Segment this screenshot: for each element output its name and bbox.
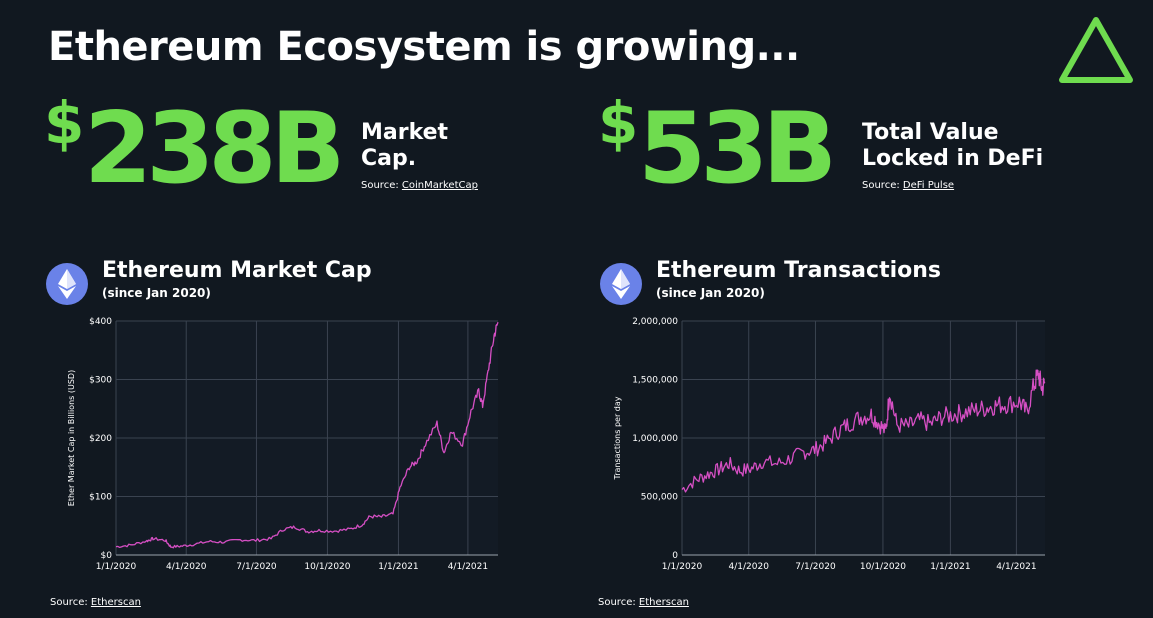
defi-tvl-source-prefix: Source: xyxy=(862,180,903,191)
y-tick-label: $100 xyxy=(89,493,112,503)
x-tick-label: 10/1/2020 xyxy=(860,562,906,572)
transactions-chart-subtitle: (since Jan 2020) xyxy=(656,286,765,300)
x-tick-label: 4/1/2020 xyxy=(729,562,770,572)
y-tick-label: 1,500,000 xyxy=(632,376,678,386)
defi-tvl-label: Total Value Locked in DeFi xyxy=(862,120,1043,173)
triangle-logo-icon xyxy=(1059,17,1133,83)
transactions-chart-title: Ethereum Transactions xyxy=(656,258,942,283)
y-tick-label: 1,000,000 xyxy=(632,434,678,444)
y-tick-label: 0 xyxy=(672,551,678,561)
y-tick-label: $0 xyxy=(101,551,113,561)
y-tick-label: $200 xyxy=(89,434,112,444)
market-cap-label-line2: Cap. xyxy=(361,146,417,172)
market-cap-source-prefix: Source: xyxy=(361,180,402,191)
x-tick-label: 7/1/2020 xyxy=(236,562,277,572)
market-cap-value: 238B xyxy=(84,92,345,206)
x-tick-label: 10/1/2020 xyxy=(304,562,350,572)
defi-tvl-stat: $ 53B Total Value Locked in DeFi Source:… xyxy=(598,94,1078,204)
market-cap-currency: $ xyxy=(44,89,85,157)
market-cap-chart: $0 $100 $200 $300 $400 1/1/2020 4/1/2020 7/1/20… xyxy=(67,317,499,572)
market-cap-chart-source-prefix: Source: xyxy=(50,597,91,608)
x-tick-label: 1/1/2020 xyxy=(662,562,703,572)
y-axis-label: Transactions per day xyxy=(613,396,622,480)
market-cap-source: Source: CoinMarketCap xyxy=(361,180,478,191)
x-tick-label: 1/1/2020 xyxy=(96,562,137,572)
defi-tvl-label-line2: Locked in DeFi xyxy=(862,146,1044,172)
market-cap-chart-title: Ethereum Market Cap xyxy=(102,258,372,283)
series-line xyxy=(681,369,1046,493)
defi-tvl-value: 53B xyxy=(638,92,837,206)
etherscan-link[interactable]: Etherscan xyxy=(90,597,141,608)
x-tick-label: 4/1/2020 xyxy=(166,562,207,572)
y-tick-label: $300 xyxy=(89,376,112,386)
y-axis-label: Ether Market Cap in Billions (USD) xyxy=(67,370,76,506)
y-tick-label: $400 xyxy=(89,317,112,327)
transactions-chart-source-prefix: Source: xyxy=(598,597,639,608)
defi-tvl-source: Source: DeFi Pulse xyxy=(862,180,954,191)
x-tick-label: 1/1/2021 xyxy=(378,562,418,572)
market-cap-chart-header: Ethereum Market Cap (since Jan 2020) xyxy=(46,258,466,308)
x-tick-label: 4/1/2021 xyxy=(996,562,1036,572)
y-tick-label: 2,000,000 xyxy=(632,317,678,327)
defi-tvl-currency: $ xyxy=(598,89,639,157)
ethereum-logo-icon xyxy=(600,263,642,305)
x-tick-label: 7/1/2020 xyxy=(795,562,836,572)
y-tick-label: 500,000 xyxy=(641,493,678,503)
market-cap-label-line1: Market xyxy=(361,120,449,145)
defi-pulse-link[interactable]: DeFi Pulse xyxy=(902,180,955,191)
x-tick-label: 4/1/2021 xyxy=(448,562,488,572)
market-cap-stat: $ 238B Market Cap. Source: CoinMarketCap xyxy=(44,94,504,204)
ethereum-logo-icon xyxy=(46,263,88,305)
market-cap-chart-subtitle: (since Jan 2020) xyxy=(102,286,211,300)
transactions-chart-source: Source: Etherscan xyxy=(598,597,689,608)
x-tick-label: 1/1/2021 xyxy=(930,562,970,572)
market-cap-label: Market Cap. xyxy=(361,120,448,173)
etherscan-link[interactable]: Etherscan xyxy=(638,597,689,608)
defi-tvl-label-line1: Total Value xyxy=(862,120,999,145)
transactions-chart: 0 500,000 1,000,000 1,500,000 2,000,000 1/1/2… xyxy=(613,317,1046,572)
market-cap-chart-source: Source: Etherscan xyxy=(50,597,141,608)
coinmarketcap-link[interactable]: CoinMarketCap xyxy=(401,180,478,191)
page-title: Ethereum Ecosystem is growing... xyxy=(48,24,800,70)
series-line xyxy=(115,321,499,549)
transactions-chart-header: Ethereum Transactions (since Jan 2020) xyxy=(600,258,1020,308)
